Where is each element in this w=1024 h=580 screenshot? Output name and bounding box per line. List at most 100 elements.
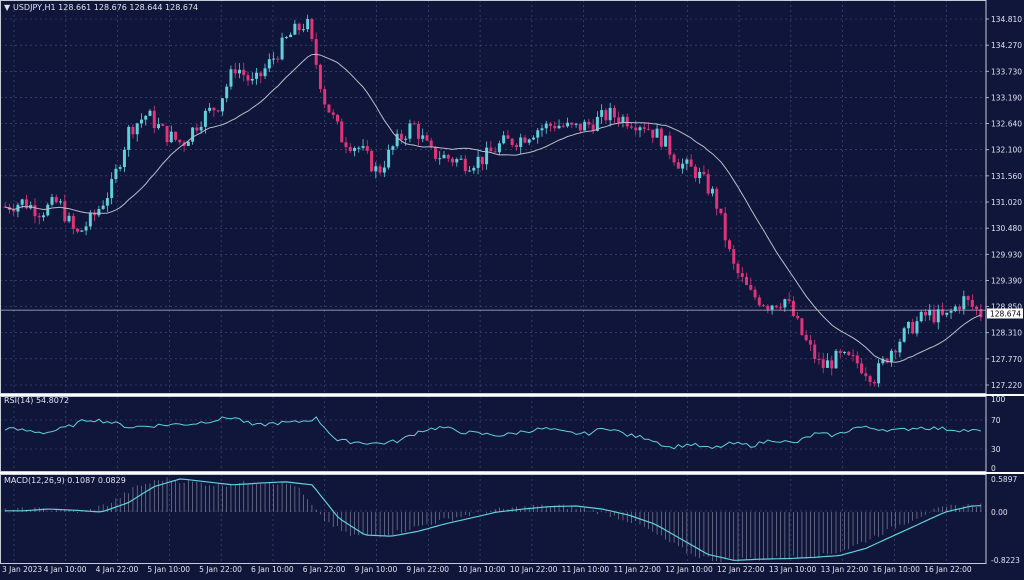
candle-body: [557, 125, 561, 129]
candle-body: [523, 137, 527, 143]
candle-body: [208, 107, 212, 111]
price-tick-label: 134.270: [991, 41, 1022, 50]
price-tick-label: 127.220: [991, 381, 1022, 390]
candle-body: [365, 146, 369, 151]
candle-body: [928, 309, 932, 316]
candle-body: [33, 205, 37, 217]
candle-body: [578, 123, 582, 131]
candle-body: [625, 116, 629, 127]
chart-title: USDJPY,H1 128.661 128.676 128.644 128.67…: [13, 3, 198, 12]
candle-body: [932, 309, 936, 323]
candle-body: [885, 358, 889, 363]
candle-body: [250, 78, 254, 81]
price-tick-label: 128.310: [991, 329, 1022, 338]
candle-body: [46, 204, 50, 216]
candle-body: [169, 131, 173, 143]
x-tick-label: 16 Jan 10:00: [872, 565, 920, 574]
panel-frame: [0, 474, 987, 564]
candle-body: [148, 110, 152, 116]
candle-body: [676, 162, 680, 169]
candle-body: [225, 86, 229, 99]
candle-body: [318, 64, 322, 90]
candle-body: [485, 147, 489, 165]
candle-body: [757, 297, 761, 306]
candle-body: [314, 39, 318, 65]
candle-body: [642, 127, 646, 129]
candle-body: [655, 128, 659, 138]
candle-body: [702, 171, 706, 175]
candle-body: [706, 174, 710, 194]
candle-body: [617, 117, 621, 123]
candle-body: [847, 351, 851, 356]
price-tick-label: 131.020: [991, 198, 1022, 207]
candle-body: [139, 119, 143, 124]
candle-body: [242, 69, 246, 76]
candle-body: [838, 350, 842, 354]
candle-body: [114, 168, 118, 180]
chart-title-arrow[interactable]: ▼: [4, 3, 11, 12]
candle-body: [604, 110, 608, 121]
candle-body: [715, 188, 719, 209]
candle-body: [723, 213, 727, 241]
price-tick-label: 129.390: [991, 276, 1022, 285]
candle-body: [93, 212, 97, 216]
panel-frame: [0, 0, 987, 394]
candle-body: [536, 130, 540, 138]
candle-body: [493, 151, 497, 153]
candle-body: [84, 226, 88, 231]
price-tick-label: 134.810: [991, 15, 1022, 24]
candle-body: [958, 306, 962, 310]
candle-body: [817, 359, 821, 361]
candle-body: [438, 158, 442, 160]
candle-body: [24, 199, 28, 209]
candle-body: [284, 37, 288, 39]
current-price-tag: [987, 308, 1023, 319]
candle-body: [76, 228, 80, 232]
candle-body: [936, 309, 940, 323]
candle-body: [412, 123, 416, 125]
candle-body: [868, 376, 872, 382]
candle-body: [370, 150, 374, 172]
candle-body: [237, 69, 241, 74]
candle-body: [945, 312, 949, 315]
candle-body: [813, 344, 817, 360]
candle-body: [323, 89, 327, 105]
candle-body: [451, 158, 455, 163]
candle-body: [502, 135, 506, 144]
current-price-label: 128.674: [990, 310, 1021, 319]
candle-body: [97, 209, 101, 216]
candle-body: [399, 133, 403, 140]
candle-body: [357, 147, 361, 149]
candle-body: [50, 197, 54, 205]
candle-body: [834, 350, 838, 369]
candle-body: [808, 340, 812, 345]
candle-body: [41, 215, 45, 218]
candle-body: [395, 133, 399, 147]
x-tick-label: 12 Jan 10:00: [665, 565, 713, 574]
rsi-tick-label: 0: [991, 464, 996, 473]
candle-body: [20, 199, 24, 205]
candle-body: [698, 171, 702, 179]
candle-body: [382, 167, 386, 173]
candle-body: [881, 358, 885, 364]
price-tick-label: 133.730: [991, 67, 1022, 76]
candle-body: [587, 121, 591, 125]
candle-body: [966, 296, 970, 300]
x-tick-label: 10 Jan 10:00: [458, 565, 506, 574]
candle-body: [600, 110, 604, 117]
candle-body: [804, 334, 808, 341]
price-tick-label: 131.560: [991, 172, 1022, 181]
candle-body: [664, 135, 668, 147]
candle-body: [297, 23, 301, 31]
candle-body: [979, 309, 983, 318]
candle-body: [59, 201, 63, 203]
candle-body: [472, 167, 476, 171]
candle-body: [433, 146, 437, 159]
price-tick-label: 129.930: [991, 250, 1022, 259]
candle-body: [416, 123, 420, 139]
panel-frames: [0, 0, 1024, 564]
candle-body: [583, 121, 587, 131]
candle-body: [612, 107, 616, 118]
candle-body: [374, 166, 378, 172]
